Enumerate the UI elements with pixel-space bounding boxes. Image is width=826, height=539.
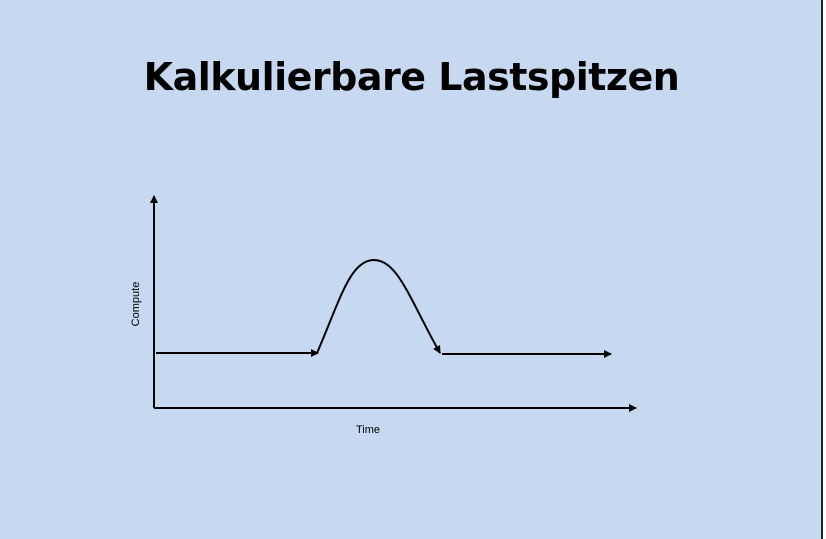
x-axis-label: Time <box>356 424 380 436</box>
slide-title: Kalkulierbare Lastspitzen <box>143 55 680 99</box>
y-axis-label: Compute <box>130 282 142 327</box>
peak-curve-arrow <box>316 258 441 354</box>
